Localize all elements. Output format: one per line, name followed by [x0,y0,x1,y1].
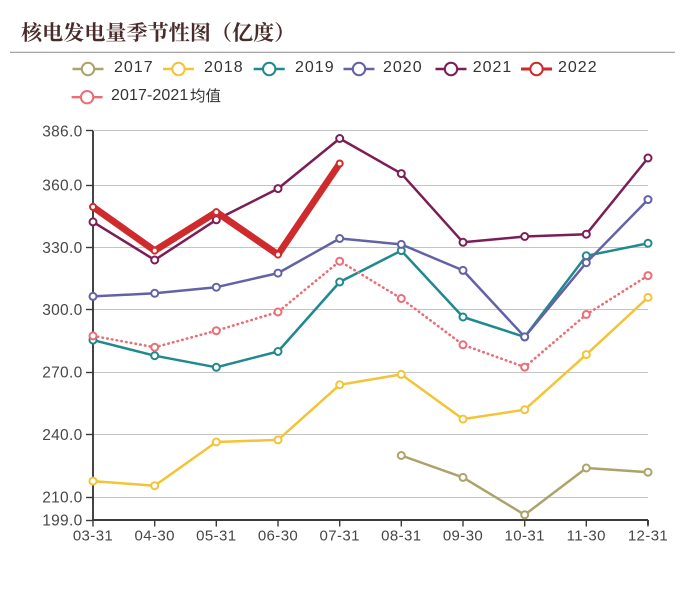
svg-text:08-31: 08-31 [381,528,421,545]
svg-text:240.0: 240.0 [42,427,82,444]
svg-text:2021: 2021 [473,59,513,76]
svg-text:2017: 2017 [114,59,154,76]
svg-text:2020: 2020 [383,59,423,76]
svg-text:03-31: 03-31 [73,528,113,545]
svg-text:210.0: 210.0 [42,489,82,506]
svg-text:386.0: 386.0 [42,123,82,140]
svg-text:2019: 2019 [295,59,335,76]
svg-text:2018: 2018 [204,59,244,76]
svg-text:12-31: 12-31 [628,528,668,545]
svg-text:199.0: 199.0 [42,512,82,529]
svg-text:270.0: 270.0 [42,365,82,382]
svg-text:05-31: 05-31 [196,528,236,545]
svg-text:360.0: 360.0 [42,177,82,194]
svg-text:2022: 2022 [558,59,598,76]
svg-text:10-31: 10-31 [505,528,545,545]
svg-text:06-30: 06-30 [258,528,298,545]
svg-text:2017-2021: 2017-2021 [111,87,188,104]
svg-text:330.0: 330.0 [42,240,82,257]
svg-text:11-30: 11-30 [567,528,606,545]
svg-text:04-30: 04-30 [135,528,175,545]
svg-text:09-30: 09-30 [443,528,483,545]
svg-text:07-31: 07-31 [320,528,360,545]
svg-text:300.0: 300.0 [42,302,82,319]
